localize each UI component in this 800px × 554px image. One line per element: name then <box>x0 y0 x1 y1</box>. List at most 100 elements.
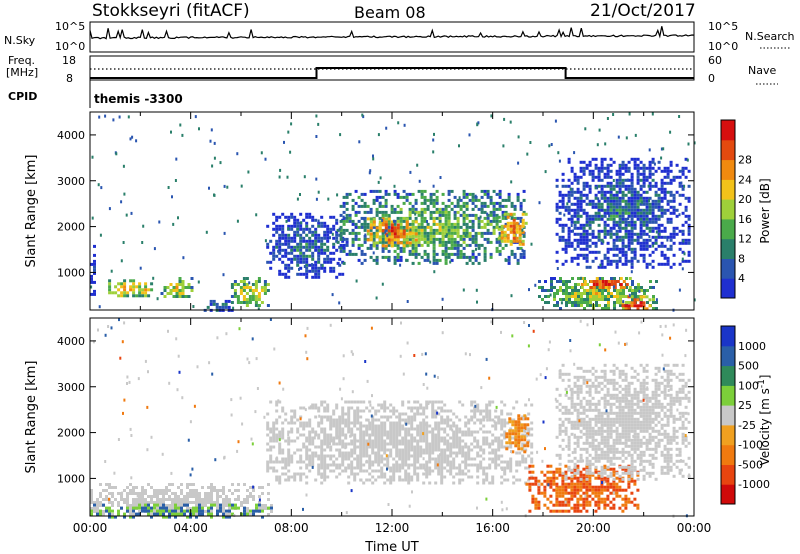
echo-cell <box>580 283 584 286</box>
echo-cell <box>108 483 111 486</box>
echo-cell <box>284 463 288 467</box>
echo-cell <box>180 492 183 495</box>
echo-cell <box>269 457 273 461</box>
echo-cell <box>99 501 102 504</box>
echo-cell <box>618 187 622 191</box>
echo-cell <box>236 298 240 301</box>
echo-cell <box>597 211 601 215</box>
echo-cell <box>618 190 622 194</box>
echo-cell <box>392 469 396 473</box>
echo-speck <box>141 241 144 244</box>
echo-cell <box>468 225 472 229</box>
echo-cell <box>411 204 415 208</box>
echo-cell <box>476 475 480 479</box>
echo-cell <box>356 472 360 476</box>
echo-cell <box>488 418 492 422</box>
echo-cell <box>335 236 339 240</box>
echo-cell <box>351 228 355 232</box>
echo-cell <box>111 495 114 498</box>
echo-cell <box>642 163 646 167</box>
echo-cell <box>544 295 547 298</box>
echo-cell <box>329 421 333 425</box>
echo-cell <box>383 451 387 455</box>
echo-cell <box>649 280 652 283</box>
echo-cell <box>411 252 415 256</box>
echo-cell <box>476 439 480 443</box>
echo-cell <box>410 415 414 419</box>
echo-cell <box>175 286 179 289</box>
echo-cell <box>399 222 403 226</box>
echo-cell <box>413 460 417 464</box>
echo-cell <box>437 400 441 404</box>
echo-cell <box>576 485 580 489</box>
echo-cell <box>160 292 164 295</box>
echo-cell <box>669 235 673 239</box>
echo-speck <box>476 300 478 304</box>
echo-cell <box>651 250 655 254</box>
echo-cell <box>407 421 411 425</box>
echo-cell <box>413 400 417 404</box>
echo-cell <box>494 448 498 452</box>
echo-cell <box>642 172 646 176</box>
echo-cell <box>613 283 617 286</box>
echo-cell <box>437 406 441 410</box>
echo-cell <box>305 272 309 276</box>
echo-cell <box>435 228 439 232</box>
echo-cell <box>302 236 306 240</box>
echo-speck <box>678 213 681 217</box>
echo-cell <box>380 436 384 440</box>
echo-cell <box>414 201 418 205</box>
echo-cell <box>600 160 604 164</box>
echo-cell <box>126 486 129 489</box>
echo-cell <box>434 439 438 443</box>
echo-cell <box>341 409 345 413</box>
echo-cell <box>441 192 445 196</box>
echo-cell <box>354 234 358 238</box>
echo-cell <box>648 304 652 308</box>
echo-cell <box>395 445 399 449</box>
echo-speck <box>510 180 513 184</box>
echo-cell <box>254 283 258 286</box>
echo-cell <box>450 252 454 256</box>
echo-cell <box>645 226 649 230</box>
echo-cell <box>564 247 568 251</box>
echo-speck <box>521 228 524 232</box>
echo-cell <box>642 169 646 173</box>
echo-cell <box>491 439 495 443</box>
echo-cell <box>579 166 583 170</box>
echo-cell <box>414 207 418 211</box>
echo-cell <box>546 497 550 501</box>
echo-cell <box>480 219 484 223</box>
echo-cell <box>341 421 345 425</box>
echo-cell <box>317 257 321 261</box>
echo-cell <box>380 475 384 479</box>
echo-cell <box>269 251 273 255</box>
echo-cell <box>462 219 466 223</box>
echo-cell <box>561 184 565 188</box>
echo-cell <box>252 509 255 513</box>
echo-cell <box>264 504 267 507</box>
echo-cell <box>126 506 129 510</box>
echo-cell <box>108 501 111 504</box>
echo-cell <box>678 247 682 251</box>
echo-cell <box>396 238 400 242</box>
echo-cell <box>482 481 486 485</box>
echo-cell <box>446 454 450 458</box>
echo-cell <box>579 202 583 206</box>
echo-cell <box>404 412 408 416</box>
echo-cell <box>443 430 447 434</box>
echo-cell <box>422 406 426 410</box>
echo-cell <box>678 202 682 206</box>
echo-cell <box>123 489 126 492</box>
echo-cell <box>603 488 607 492</box>
echo-cell <box>357 243 361 247</box>
echo-cell <box>630 193 634 197</box>
echo-cell <box>163 295 167 298</box>
echo-cell <box>431 442 435 446</box>
echo-cell <box>503 233 507 237</box>
echo-cell <box>621 163 625 167</box>
echo-cell <box>553 292 556 295</box>
echo-cell <box>408 192 412 196</box>
echo-cell <box>561 488 565 492</box>
echo-cell <box>404 442 408 446</box>
